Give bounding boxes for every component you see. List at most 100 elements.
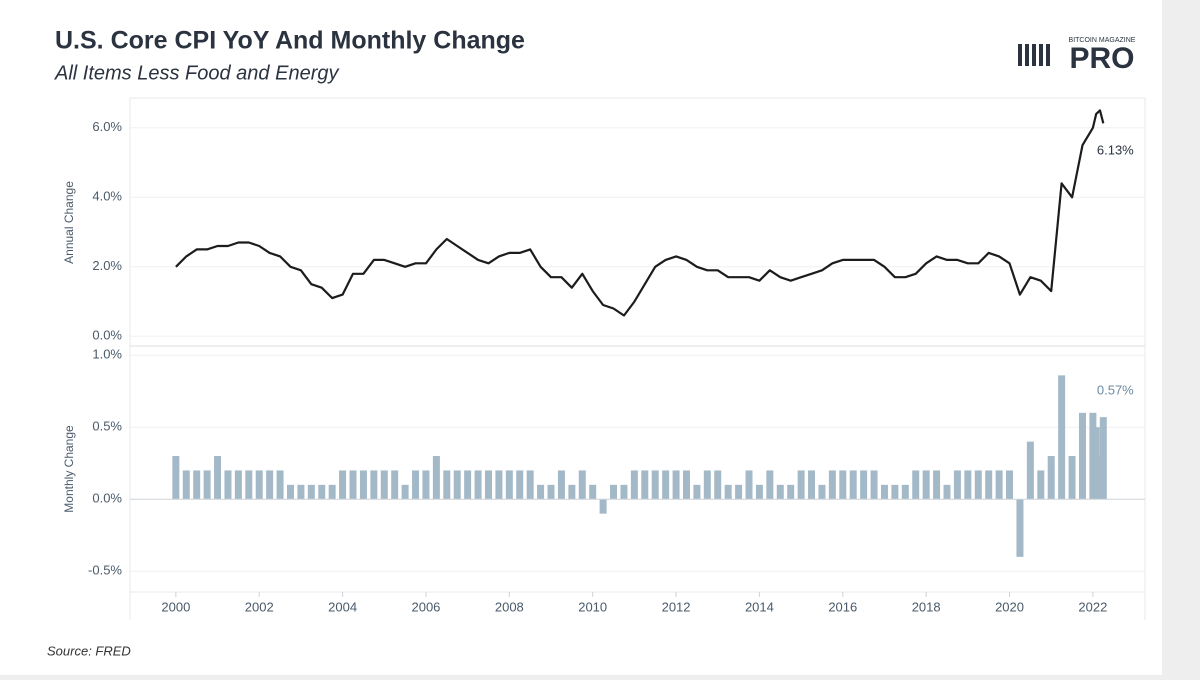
bar xyxy=(849,470,857,500)
bar xyxy=(693,484,701,500)
bar xyxy=(620,484,628,500)
bar xyxy=(214,456,222,500)
y-tick-label: 4.0% xyxy=(92,189,122,204)
chart-subtitle: All Items Less Food and Energy xyxy=(54,62,339,84)
logo-stripe xyxy=(1018,44,1022,66)
bar xyxy=(1006,470,1014,500)
bar xyxy=(745,470,753,500)
bar xyxy=(912,470,920,500)
bar xyxy=(307,484,315,500)
bar xyxy=(380,470,388,500)
x-tick-label: 2014 xyxy=(745,599,774,614)
bar xyxy=(1047,456,1055,500)
x-tick-label: 2018 xyxy=(912,599,941,614)
y-axis-label: Annual Change xyxy=(62,181,76,264)
bar xyxy=(933,470,941,500)
bar xyxy=(182,470,190,500)
y-tick-label: 0.0% xyxy=(92,491,122,506)
bar xyxy=(255,470,263,500)
x-tick-label: 2000 xyxy=(161,599,190,614)
bar xyxy=(224,470,232,500)
bar xyxy=(1068,456,1076,500)
bar xyxy=(891,484,899,500)
bar xyxy=(401,484,409,500)
x-tick-label: 2008 xyxy=(495,599,524,614)
bar xyxy=(1037,470,1045,500)
bar xyxy=(922,470,930,500)
bar xyxy=(703,470,711,500)
bar xyxy=(672,470,680,500)
bar xyxy=(1092,427,1100,500)
bar xyxy=(797,470,805,500)
bar xyxy=(495,470,503,500)
logo: BITCOIN MAGAZINE PRO xyxy=(1018,37,1136,75)
bar xyxy=(610,484,618,500)
bar xyxy=(870,470,878,500)
logo-top: BITCOIN MAGAZINE xyxy=(1069,37,1136,44)
bar xyxy=(349,470,357,500)
bar xyxy=(172,456,180,500)
bar xyxy=(1058,375,1066,500)
y-tick-label: 1.0% xyxy=(92,347,122,362)
bar xyxy=(537,484,545,500)
logo-stripe xyxy=(1032,44,1036,66)
y-tick-label: 6.0% xyxy=(92,119,122,134)
card xyxy=(0,0,1162,675)
logo-main: PRO xyxy=(1069,42,1134,75)
bar xyxy=(422,470,430,500)
bar xyxy=(370,470,378,500)
bar xyxy=(828,470,836,500)
bar xyxy=(599,499,607,514)
bar xyxy=(464,470,472,500)
bar xyxy=(474,470,482,500)
bar xyxy=(391,470,399,500)
bar xyxy=(412,470,420,500)
bar xyxy=(724,484,732,500)
bar xyxy=(547,484,555,500)
bar xyxy=(443,470,451,500)
x-tick-label: 2002 xyxy=(245,599,274,614)
bar xyxy=(1078,412,1086,500)
bar xyxy=(193,470,201,500)
x-tick-label: 2010 xyxy=(578,599,607,614)
logo-stripe xyxy=(1046,44,1050,66)
bar xyxy=(432,456,440,500)
y-axis-label: Monthly Change xyxy=(62,425,76,513)
bar xyxy=(568,484,576,500)
bar xyxy=(1016,499,1024,557)
bar xyxy=(339,470,347,500)
bar xyxy=(505,470,513,500)
bar xyxy=(943,484,951,500)
bar xyxy=(901,484,909,500)
bar xyxy=(682,470,690,500)
y-tick-label: 2.0% xyxy=(92,258,122,273)
bar xyxy=(662,470,670,500)
bar xyxy=(589,484,597,500)
bar xyxy=(484,470,492,500)
chart-title: U.S. Core CPI YoY And Monthly Change xyxy=(55,27,525,55)
bar xyxy=(516,470,524,500)
x-tick-label: 2004 xyxy=(328,599,357,614)
bar xyxy=(818,484,826,500)
y-tick-label: 0.0% xyxy=(92,328,122,343)
bar xyxy=(578,470,586,500)
x-tick-label: 2020 xyxy=(995,599,1024,614)
bar xyxy=(297,484,305,500)
bar xyxy=(453,470,461,500)
bar xyxy=(203,470,211,500)
bar xyxy=(641,470,649,500)
bar xyxy=(985,470,993,500)
x-tick-label: 2016 xyxy=(828,599,857,614)
y-tick-label: 0.5% xyxy=(92,419,122,434)
bar xyxy=(318,484,326,500)
bar xyxy=(1026,441,1034,500)
logo-stripe xyxy=(1039,44,1043,66)
bar xyxy=(359,470,367,500)
bar xyxy=(880,484,888,500)
bar xyxy=(286,484,294,500)
x-tick-label: 2006 xyxy=(411,599,440,614)
bar xyxy=(787,484,795,500)
bar xyxy=(557,470,565,500)
bar xyxy=(735,484,743,500)
